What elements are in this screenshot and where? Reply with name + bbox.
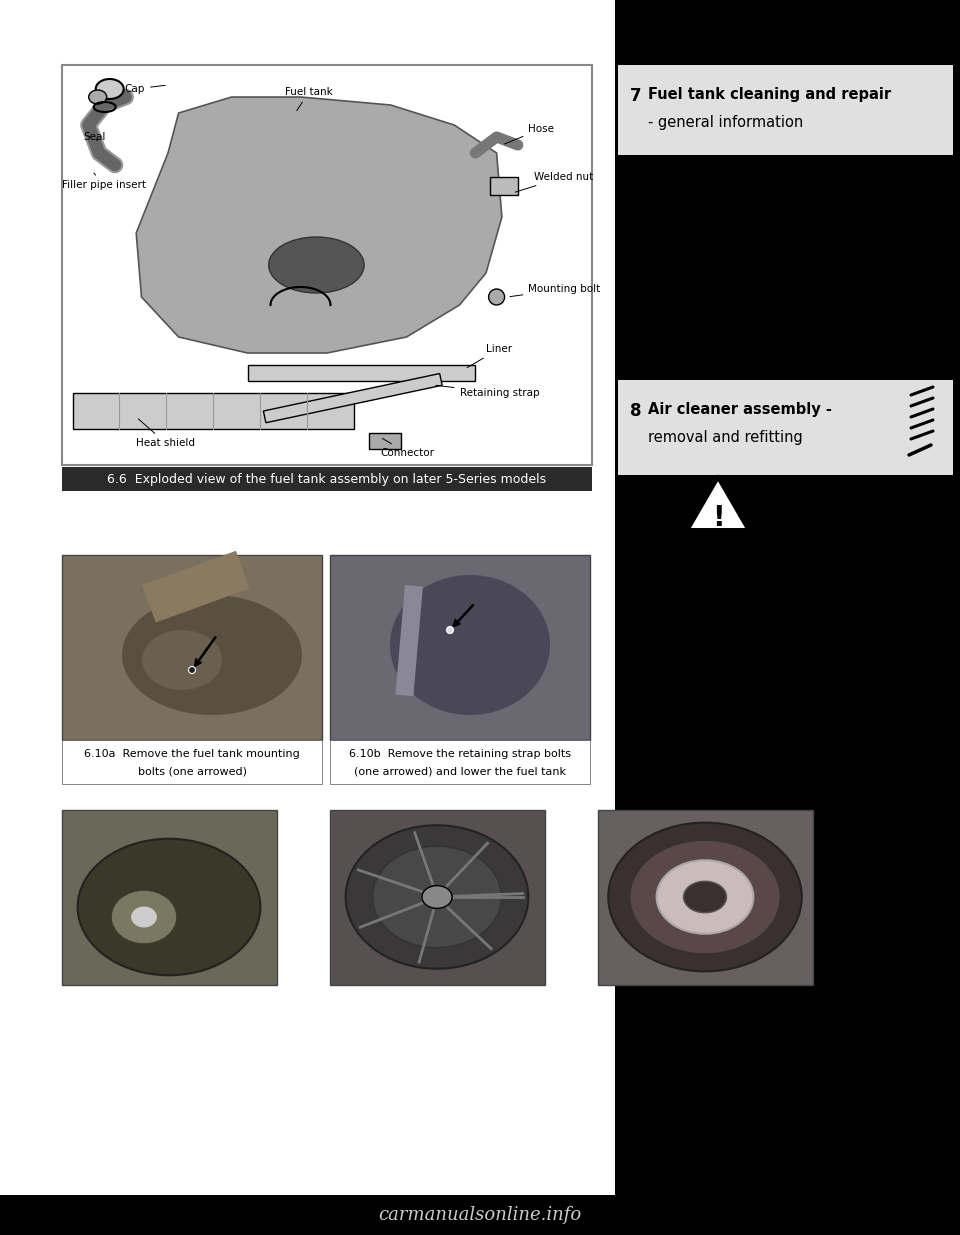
Ellipse shape — [390, 576, 550, 715]
Ellipse shape — [372, 846, 501, 947]
Ellipse shape — [188, 667, 196, 673]
Ellipse shape — [609, 823, 802, 972]
Ellipse shape — [111, 890, 177, 944]
Ellipse shape — [684, 882, 727, 913]
Bar — [618, 65, 953, 156]
PathPatch shape — [136, 98, 502, 353]
Text: - general information: - general information — [648, 115, 804, 130]
Bar — [618, 380, 953, 475]
Text: Cap: Cap — [125, 84, 165, 94]
Bar — [330, 810, 545, 986]
Bar — [142, 551, 250, 622]
Ellipse shape — [630, 840, 780, 953]
Bar — [62, 810, 277, 986]
Bar — [598, 810, 813, 986]
Ellipse shape — [88, 90, 107, 104]
Text: 6.10b  Remove the retaining strap bolts: 6.10b Remove the retaining strap bolts — [349, 748, 571, 760]
Text: removal and refitting: removal and refitting — [648, 430, 803, 445]
Ellipse shape — [78, 839, 260, 976]
Text: Seal: Seal — [84, 132, 106, 142]
Ellipse shape — [142, 630, 222, 690]
Text: 6.6  Exploded view of the fuel tank assembly on later 5-Series models: 6.6 Exploded view of the fuel tank assem… — [108, 473, 546, 485]
Bar — [263, 373, 443, 422]
Bar — [62, 555, 322, 740]
Ellipse shape — [446, 626, 453, 634]
Text: Welded nut: Welded nut — [516, 172, 593, 193]
Text: Retaining strap: Retaining strap — [436, 385, 540, 398]
Bar — [396, 585, 423, 697]
Text: 6.10a  Remove the fuel tank mounting: 6.10a Remove the fuel tank mounting — [84, 748, 300, 760]
Bar — [330, 740, 590, 784]
Ellipse shape — [96, 79, 124, 99]
Text: Connector: Connector — [380, 438, 434, 458]
Text: 8: 8 — [630, 403, 641, 420]
Text: Liner: Liner — [468, 345, 512, 368]
Text: Air cleaner assembly -: Air cleaner assembly - — [648, 403, 832, 417]
Ellipse shape — [269, 237, 364, 293]
Text: (one arrowed) and lower the fuel tank: (one arrowed) and lower the fuel tank — [354, 767, 566, 777]
Text: Hose: Hose — [504, 124, 555, 144]
Text: 7: 7 — [630, 86, 641, 105]
Text: carmanualsonline.info: carmanualsonline.info — [378, 1207, 582, 1224]
Bar — [370, 433, 401, 450]
Bar — [62, 65, 592, 466]
Ellipse shape — [132, 906, 156, 927]
Text: Fuel tank: Fuel tank — [285, 86, 333, 111]
Polygon shape — [687, 478, 748, 530]
Text: Filler pipe insert: Filler pipe insert — [62, 173, 146, 190]
Bar — [62, 740, 322, 784]
Ellipse shape — [122, 595, 302, 715]
Text: bolts (one arrowed): bolts (one arrowed) — [137, 767, 247, 777]
Text: Heat shield: Heat shield — [136, 419, 195, 448]
Bar — [62, 467, 592, 492]
Bar — [490, 177, 517, 195]
Bar — [73, 393, 353, 429]
Text: Fuel tank cleaning and repair: Fuel tank cleaning and repair — [648, 86, 891, 103]
Ellipse shape — [657, 861, 754, 934]
Bar — [0, 1195, 960, 1235]
Ellipse shape — [422, 885, 452, 909]
Ellipse shape — [346, 825, 528, 968]
Text: !: ! — [711, 504, 724, 532]
Text: Mounting bolt: Mounting bolt — [510, 284, 601, 296]
Bar — [330, 555, 590, 740]
Ellipse shape — [489, 289, 505, 305]
Bar — [248, 366, 475, 382]
Bar — [615, 0, 960, 1235]
